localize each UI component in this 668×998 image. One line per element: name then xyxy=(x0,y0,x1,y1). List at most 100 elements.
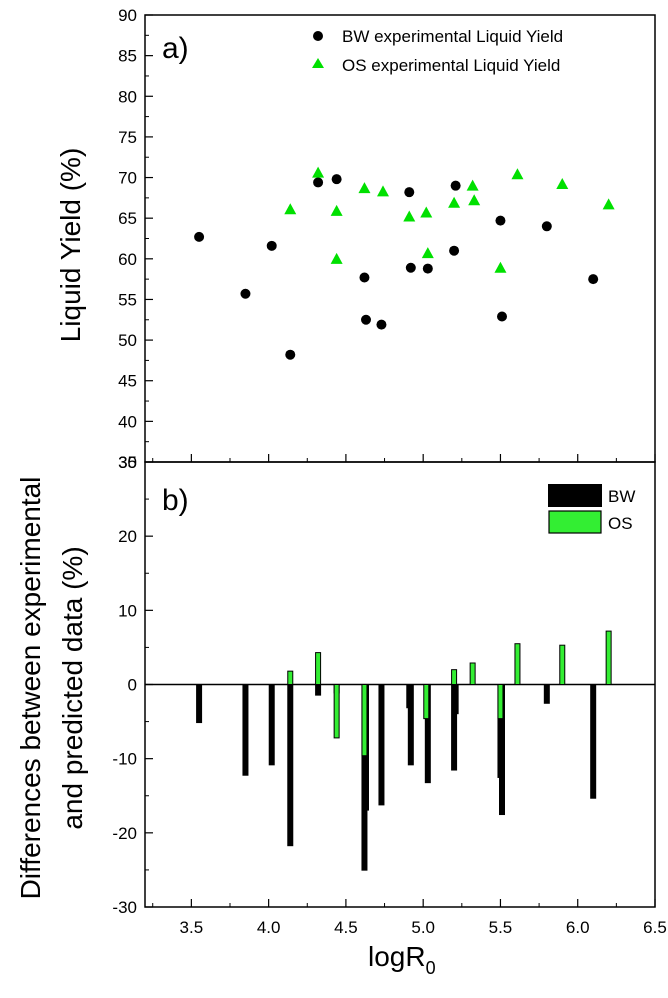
legend-os-marker xyxy=(312,58,324,68)
x-tick-label: 4.5 xyxy=(334,918,358,937)
y-tick-label-a: 75 xyxy=(118,128,137,147)
y-tick-label-a: 80 xyxy=(118,87,137,106)
x-axis: 3.5 4.0 4.5 5.0 5.5 6.0 6.5 xyxy=(152,454,667,937)
bw-point xyxy=(450,180,461,191)
bw-bar xyxy=(287,684,294,847)
y-tick-label-b-top: 30 xyxy=(118,453,137,472)
legend-b-bw-label: BW xyxy=(608,487,635,506)
y-tick-label-a: 65 xyxy=(118,209,137,228)
bw-point xyxy=(495,215,506,226)
panel-a-legend: BW experimental Liquid Yield OS experime… xyxy=(312,27,563,75)
legend-b-os-label: OS xyxy=(608,514,633,533)
panel-b-label: b) xyxy=(162,484,189,517)
os-point xyxy=(421,247,434,259)
bw-bar xyxy=(407,684,414,766)
os-point xyxy=(511,168,524,180)
panel-a-y-axis: 35 40 45 50 55 60 65 70 75 80 85 90 xyxy=(118,6,153,472)
legend-bw-marker xyxy=(313,31,323,41)
os-point xyxy=(330,204,343,216)
bw-bar xyxy=(424,684,431,784)
panel-b-y-axis: -30 -20 -10 0 10 20 30 xyxy=(112,453,153,917)
bw-point xyxy=(588,274,599,285)
bw-bar xyxy=(378,684,385,806)
bw-point xyxy=(313,177,324,188)
y-tick-label-b: 10 xyxy=(118,601,137,620)
x-axis-title: logR0 xyxy=(368,941,436,978)
legend-b-os-swatch xyxy=(548,510,602,534)
bw-point xyxy=(449,245,460,256)
os-bar xyxy=(451,669,458,686)
panel-a-markers xyxy=(194,166,615,360)
bw-point xyxy=(359,272,370,283)
bw-bar xyxy=(543,684,550,704)
y-tick-label-a: 35 xyxy=(118,453,137,472)
y-tick-label-a: 70 xyxy=(118,169,137,188)
os-point xyxy=(403,210,416,222)
os-point xyxy=(602,198,615,210)
bw-bar xyxy=(242,684,249,776)
x-tick-label: 6.0 xyxy=(566,918,590,937)
os-bar xyxy=(514,643,521,685)
os-bar xyxy=(605,630,612,685)
panel-a-frame xyxy=(144,14,656,463)
bw-point xyxy=(405,262,416,273)
os-point xyxy=(358,182,371,194)
bw-point xyxy=(285,349,296,360)
panel-a-y-title: Liquid Yield (%) xyxy=(55,148,86,343)
os-point xyxy=(468,194,481,206)
bw-bar xyxy=(268,684,275,766)
x-tick-label: 3.5 xyxy=(180,918,204,937)
y-tick-label-a: 55 xyxy=(118,290,137,309)
bw-point xyxy=(266,240,277,251)
x-tick-label: 5.5 xyxy=(489,918,513,937)
bw-point xyxy=(194,231,205,242)
os-point xyxy=(556,178,569,190)
os-bar xyxy=(315,652,322,686)
y-tick-label-b: 20 xyxy=(118,527,137,546)
panel-b-legend: BW OS xyxy=(548,484,635,534)
x-tick-label: 4.0 xyxy=(257,918,281,937)
os-bar xyxy=(423,684,430,720)
os-bar xyxy=(361,684,368,757)
bw-bar xyxy=(590,684,597,799)
panel-a-label: a) xyxy=(162,32,189,65)
os-bar xyxy=(287,670,294,686)
bw-point xyxy=(404,187,415,198)
os-bar xyxy=(469,662,476,685)
bw-bar xyxy=(196,684,203,724)
os-point xyxy=(494,261,507,273)
panel-b-y-title-line-1: Differences between experimental xyxy=(15,477,46,900)
y-tick-label-b: -10 xyxy=(112,750,137,769)
os-bar xyxy=(559,644,566,685)
os-point xyxy=(448,196,461,208)
legend-os-label: OS experimental Liquid Yield xyxy=(342,56,560,75)
y-tick-label-b: 0 xyxy=(128,676,137,695)
x-axis-title-main: logR xyxy=(368,941,426,972)
os-bar xyxy=(497,684,504,720)
x-axis-title-subscript: 0 xyxy=(426,958,436,978)
y-tick-label-b: -20 xyxy=(112,824,137,843)
os-point xyxy=(284,203,297,215)
bw-point xyxy=(331,174,342,185)
bw-point xyxy=(240,288,251,299)
y-tick-label-a: 40 xyxy=(118,412,137,431)
panel-b-y-title-line-2: and predicted data (%) xyxy=(57,546,88,829)
y-tick-label-a: 60 xyxy=(118,250,137,269)
x-tick-label: 6.5 xyxy=(643,918,667,937)
os-point xyxy=(420,206,433,218)
y-tick-label-a: 90 xyxy=(118,6,137,25)
os-point xyxy=(466,179,479,191)
x-tick-label: 5.0 xyxy=(411,918,435,937)
bw-point xyxy=(497,311,507,322)
bw-bar xyxy=(499,684,505,816)
bw-bar xyxy=(315,684,322,696)
bw-point xyxy=(376,319,387,330)
y-tick-label-a: 45 xyxy=(118,372,137,391)
os-bar xyxy=(333,684,340,739)
bw-bar xyxy=(452,684,459,715)
bw-point xyxy=(541,221,552,232)
os-point xyxy=(312,166,325,178)
bw-point xyxy=(422,263,433,274)
bw-bar xyxy=(451,684,458,771)
